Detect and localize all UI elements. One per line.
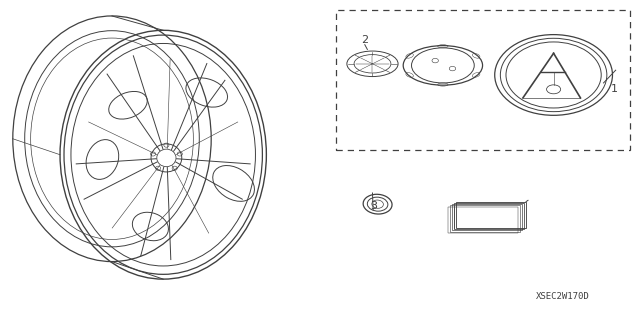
Text: 2: 2 (362, 35, 369, 45)
Text: XSEC2W170D: XSEC2W170D (536, 293, 590, 301)
Bar (450, 205, 520, 232)
Bar (336, 10, 630, 150)
Bar (454, 203, 524, 229)
Text: 3: 3 (370, 201, 377, 211)
Bar (448, 207, 518, 233)
Bar (456, 202, 526, 228)
Text: 1: 1 (611, 84, 618, 94)
Bar (452, 204, 522, 230)
